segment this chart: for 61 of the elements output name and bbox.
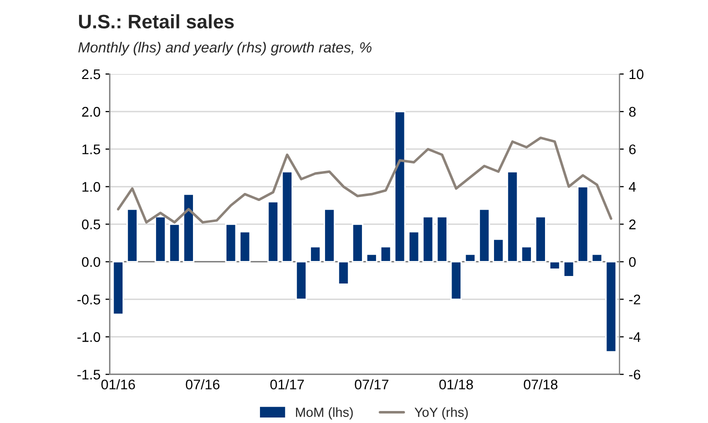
chart-title: U.S.: Retail sales <box>79 14 234 28</box>
bar <box>126 208 138 262</box>
bar <box>394 110 406 262</box>
y-tick-label: 0.0 <box>82 257 100 267</box>
bar <box>295 261 308 300</box>
bar <box>182 193 194 262</box>
y2-tick-label: -4 <box>629 332 640 342</box>
y-tick-label: -1.5 <box>77 370 100 380</box>
bar <box>563 261 575 278</box>
bar <box>154 216 166 262</box>
bar <box>366 254 378 262</box>
y2-tick-label: 0 <box>629 257 636 267</box>
y2-tick-label: 4 <box>628 182 636 192</box>
bar <box>408 231 420 262</box>
bar <box>520 246 532 262</box>
bar <box>436 216 448 262</box>
x-tick-label: 07/18 <box>524 379 558 390</box>
y-tick-label: 1.0 <box>82 182 100 192</box>
y-tick-label: -0.5 <box>77 294 100 304</box>
y2-tick-label: 6 <box>629 144 636 154</box>
y2-tick-label: -2 <box>629 294 640 304</box>
bar <box>450 261 462 300</box>
legend-label: MoM (lhs) <box>296 407 353 420</box>
x-tick-label: 01/17 <box>270 379 304 390</box>
bar <box>338 261 350 285</box>
bar <box>112 261 124 315</box>
bar <box>281 170 293 262</box>
y2-tick-label: 8 <box>629 106 636 117</box>
bar <box>239 231 251 262</box>
bar <box>225 223 237 262</box>
bar <box>591 254 603 262</box>
y-tick-label: 1.5 <box>82 144 100 154</box>
bar <box>605 261 617 353</box>
legend-label: YoY (rhs) <box>414 407 468 420</box>
x-tick-label: 07/16 <box>186 379 220 390</box>
bar <box>478 208 490 262</box>
y-tick-label: 2.5 <box>82 69 100 80</box>
bar <box>267 200 279 262</box>
y2-tick-label: -6 <box>629 370 640 380</box>
x-tick-label: 01/16 <box>101 379 135 390</box>
bar <box>310 246 322 262</box>
bar <box>324 208 336 262</box>
bar <box>506 170 518 262</box>
bar <box>422 216 434 262</box>
chart-subtitle: Monthly (lhs) and yearly (rhs) growth rates, % <box>78 42 372 56</box>
y2-tick-label: 10 <box>630 69 644 80</box>
bar <box>380 246 392 262</box>
bar <box>352 223 364 262</box>
y-tick-label: 0.5 <box>82 220 100 230</box>
y-tick-label: -1.0 <box>77 332 100 342</box>
bar <box>548 261 560 270</box>
bar <box>464 254 476 262</box>
bar <box>168 223 180 262</box>
line-series <box>116 136 612 224</box>
bar <box>492 238 504 262</box>
y2-tick-label: 2 <box>629 220 636 230</box>
bar <box>577 186 589 262</box>
y-tick-label: 2.0 <box>82 106 100 117</box>
x-tick-label: 07/17 <box>354 379 388 390</box>
bar <box>534 216 546 262</box>
x-tick-label: 01/18 <box>439 379 473 390</box>
